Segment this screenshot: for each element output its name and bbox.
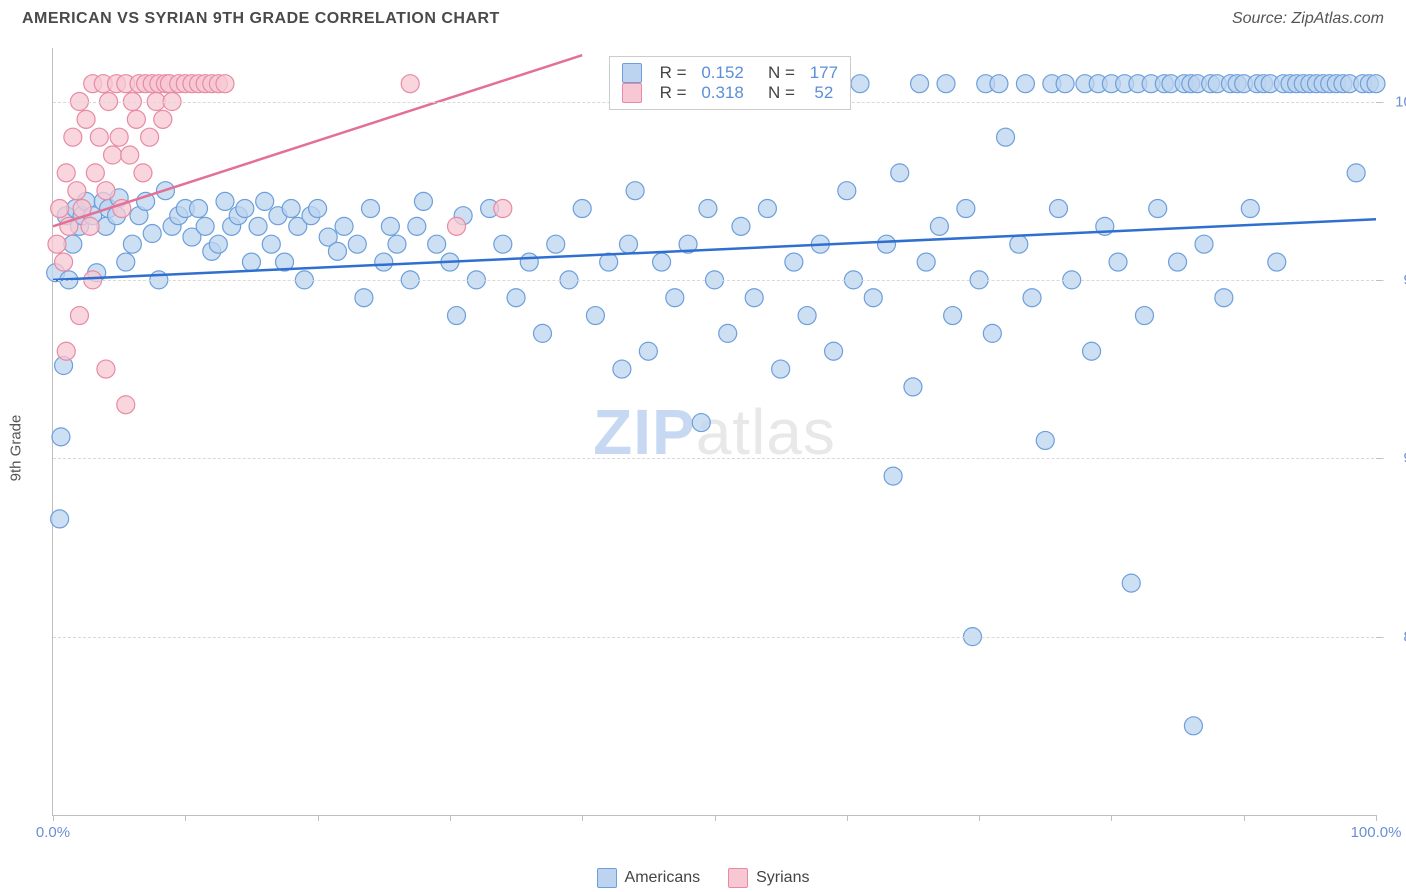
legend-label: Americans [625,869,701,887]
swatch-icon [728,868,748,888]
chart-header: AMERICAN VS SYRIAN 9TH GRADE CORRELATION… [0,0,1406,34]
stats-row: R = 0.318 N = 52 [622,83,838,103]
legend-item-americans: Americans [597,868,701,888]
legend-label: Syrians [756,869,809,887]
swatch-icon [622,63,642,83]
plot-svg [53,48,1376,815]
source-label: Source: ZipAtlas.com [1232,10,1384,28]
y-axis-label: 9th Grade [8,415,25,482]
stats-row: R = 0.152 N = 177 [622,63,838,83]
stats-box: R = 0.152 N = 177R = 0.318 N = 52 [609,56,851,110]
legend-item-syrians: Syrians [728,868,809,888]
y-tick-label: 100.0% [1395,93,1406,110]
x-tick-label: 100.0% [1351,824,1402,841]
swatch-icon [597,868,617,888]
swatch-icon [622,83,642,103]
chart-area: 9th Grade ZIPatlas 85.0%90.0%95.0%100.0%… [22,40,1384,856]
chart-title: AMERICAN VS SYRIAN 9TH GRADE CORRELATION… [22,10,500,28]
x-tick-label: 0.0% [36,824,70,841]
bottom-legend: Americans Syrians [22,868,1384,888]
plot-region: ZIPatlas 85.0%90.0%95.0%100.0%0.0%100.0%… [52,48,1376,816]
